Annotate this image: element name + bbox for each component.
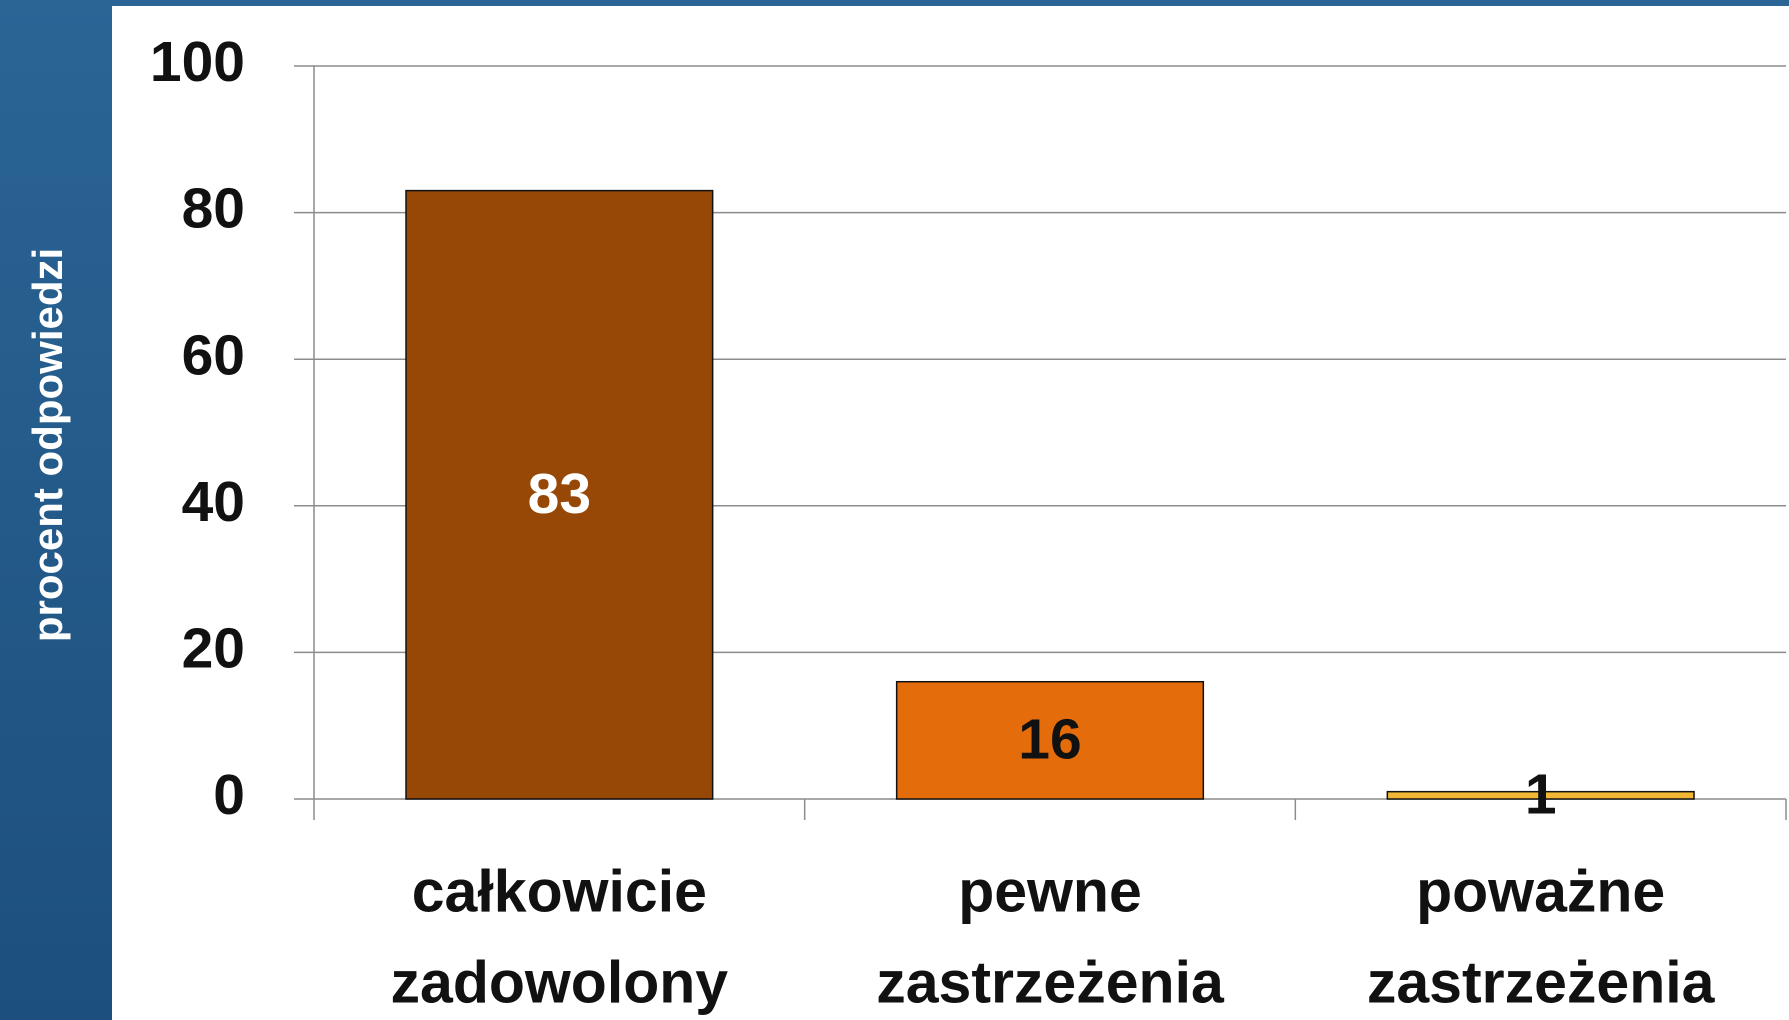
x-tick-label: zastrzeżenia: [1367, 950, 1716, 1016]
y-tick-label: 20: [182, 616, 245, 680]
data-label: 1: [1525, 762, 1557, 826]
x-tick-label: zastrzeżenia: [876, 950, 1225, 1016]
y-tick-label: 40: [182, 470, 245, 534]
y-tick-label: 80: [182, 177, 245, 241]
x-tick-label: poważne: [1416, 859, 1665, 925]
bar: [405, 189, 714, 800]
bar: [1386, 790, 1695, 800]
data-label: 83: [528, 462, 591, 526]
x-tick-label: całkowicie: [412, 859, 707, 925]
data-label: 16: [1018, 707, 1081, 771]
y-tick-label: 0: [213, 763, 245, 827]
x-tick-label: pewne: [958, 859, 1142, 925]
top-band: [0, 0, 1789, 6]
y-tick-label: 100: [150, 30, 245, 94]
y-axis-label: procent odpowiedzi: [24, 248, 71, 642]
y-tick-label: 60: [182, 323, 245, 387]
bar: [895, 680, 1205, 800]
side-band: [0, 0, 112, 1020]
x-tick-label: zadowolony: [391, 950, 729, 1016]
